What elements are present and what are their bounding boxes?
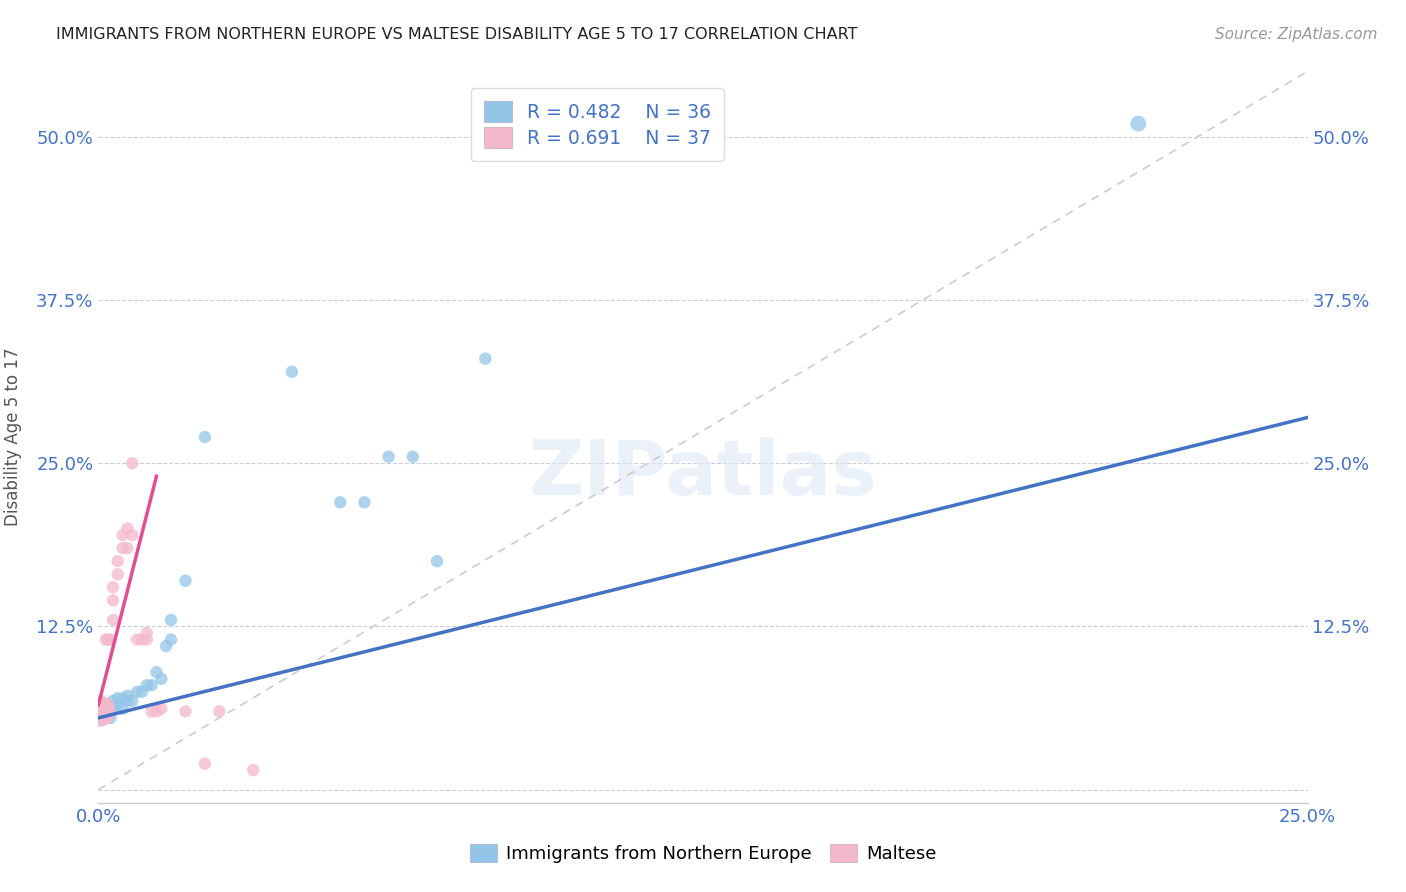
Point bbox=[111, 528, 134, 542]
Point bbox=[194, 430, 217, 444]
Point bbox=[101, 694, 124, 708]
Legend: R = 0.482    N = 36, R = 0.691    N = 37: R = 0.482 N = 36, R = 0.691 N = 37 bbox=[471, 88, 724, 161]
Text: IMMIGRANTS FROM NORTHERN EUROPE VS MALTESE DISABILITY AGE 5 TO 17 CORRELATION CH: IMMIGRANTS FROM NORTHERN EUROPE VS MALTE… bbox=[56, 27, 858, 42]
Point bbox=[474, 351, 496, 366]
Point bbox=[91, 705, 114, 719]
Point bbox=[150, 702, 173, 716]
Point bbox=[145, 705, 167, 719]
Legend: Immigrants from Northern Europe, Maltese: Immigrants from Northern Europe, Maltese bbox=[458, 833, 948, 874]
Point bbox=[353, 495, 375, 509]
Point bbox=[90, 705, 112, 719]
Point bbox=[174, 574, 197, 588]
Point bbox=[131, 632, 153, 647]
Point bbox=[107, 567, 129, 582]
Point bbox=[101, 580, 124, 594]
Point bbox=[160, 632, 183, 647]
Point bbox=[100, 711, 122, 725]
Point bbox=[107, 691, 129, 706]
Point bbox=[1128, 117, 1150, 131]
Point bbox=[377, 450, 399, 464]
Point bbox=[121, 694, 143, 708]
Point bbox=[127, 685, 149, 699]
Point bbox=[121, 456, 143, 470]
Point bbox=[101, 702, 124, 716]
Point bbox=[90, 705, 112, 719]
Point bbox=[174, 705, 197, 719]
Point bbox=[141, 678, 163, 692]
Point bbox=[121, 528, 143, 542]
Text: Source: ZipAtlas.com: Source: ZipAtlas.com bbox=[1215, 27, 1378, 42]
Point bbox=[91, 711, 114, 725]
Point bbox=[91, 698, 114, 712]
Point bbox=[91, 705, 114, 719]
Point bbox=[155, 639, 177, 653]
Point bbox=[94, 711, 117, 725]
Point bbox=[242, 763, 264, 777]
Point bbox=[97, 698, 120, 712]
Point bbox=[89, 705, 111, 719]
Point bbox=[402, 450, 425, 464]
Point bbox=[194, 756, 217, 771]
Point bbox=[94, 706, 117, 721]
Point bbox=[94, 632, 117, 647]
Point bbox=[117, 694, 139, 708]
Point bbox=[135, 678, 157, 692]
Point bbox=[94, 698, 117, 712]
Point bbox=[208, 705, 231, 719]
Point bbox=[141, 705, 163, 719]
Point bbox=[135, 632, 157, 647]
Point bbox=[127, 632, 149, 647]
Point bbox=[135, 626, 157, 640]
Text: ZIPatlas: ZIPatlas bbox=[529, 437, 877, 510]
Point bbox=[91, 711, 114, 725]
Point bbox=[150, 672, 173, 686]
Point bbox=[117, 521, 139, 535]
Point bbox=[97, 705, 120, 719]
Point bbox=[89, 705, 111, 719]
Point bbox=[107, 554, 129, 568]
Point bbox=[111, 541, 134, 555]
Point bbox=[329, 495, 352, 509]
Point bbox=[145, 665, 167, 680]
Point bbox=[107, 698, 129, 712]
Point bbox=[90, 694, 112, 708]
Point bbox=[101, 613, 124, 627]
Y-axis label: Disability Age 5 to 17: Disability Age 5 to 17 bbox=[4, 348, 22, 526]
Point bbox=[100, 632, 122, 647]
Point bbox=[91, 706, 114, 721]
Point bbox=[111, 691, 134, 706]
Point bbox=[131, 685, 153, 699]
Point bbox=[281, 365, 304, 379]
Point bbox=[97, 705, 120, 719]
Point bbox=[111, 702, 134, 716]
Point bbox=[97, 632, 120, 647]
Point bbox=[426, 554, 449, 568]
Point bbox=[117, 689, 139, 703]
Point bbox=[101, 593, 124, 607]
Point bbox=[117, 541, 139, 555]
Point bbox=[91, 698, 114, 712]
Point bbox=[160, 613, 183, 627]
Point bbox=[97, 698, 120, 712]
